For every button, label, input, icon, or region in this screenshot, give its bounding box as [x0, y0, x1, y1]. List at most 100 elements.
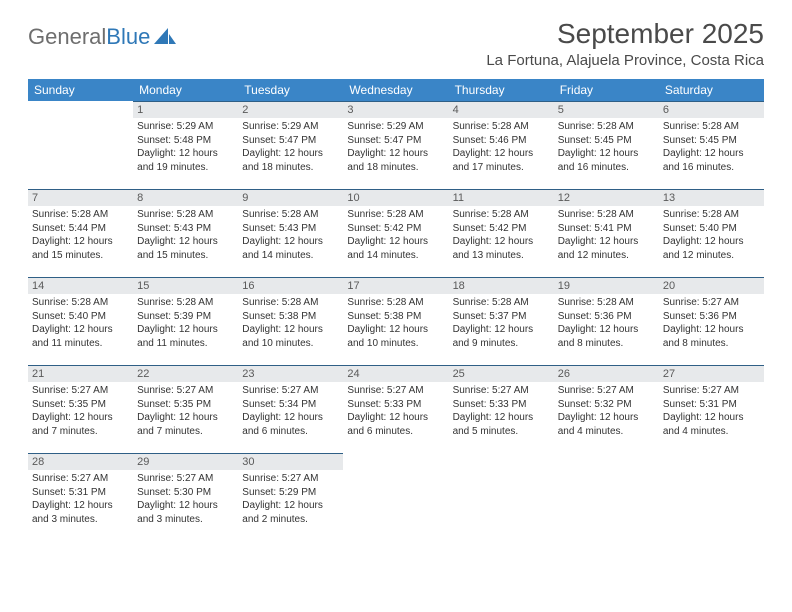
day-number-bar: 21	[28, 365, 133, 382]
weekday-header: Monday	[133, 79, 238, 101]
calendar-day-cell: 24Sunrise: 5:27 AMSunset: 5:33 PMDayligh…	[343, 365, 448, 453]
header-row: GeneralBlue September 2025 La Fortuna, A…	[28, 18, 764, 69]
calendar-day-cell: 27Sunrise: 5:27 AMSunset: 5:31 PMDayligh…	[659, 365, 764, 453]
day-info: Sunrise: 5:29 AMSunset: 5:47 PMDaylight:…	[238, 118, 343, 174]
day-number-bar: 17	[343, 277, 448, 294]
calendar-day-cell	[28, 101, 133, 189]
calendar-day-cell: 7Sunrise: 5:28 AMSunset: 5:44 PMDaylight…	[28, 189, 133, 277]
day-info: Sunrise: 5:28 AMSunset: 5:42 PMDaylight:…	[449, 206, 554, 262]
day-number-bar: 7	[28, 189, 133, 206]
day-number-bar: 25	[449, 365, 554, 382]
calendar-week-row: 7Sunrise: 5:28 AMSunset: 5:44 PMDaylight…	[28, 189, 764, 277]
calendar-day-cell: 20Sunrise: 5:27 AMSunset: 5:36 PMDayligh…	[659, 277, 764, 365]
day-number-bar: 4	[449, 101, 554, 118]
calendar-header-row: Sunday Monday Tuesday Wednesday Thursday…	[28, 79, 764, 101]
calendar-day-cell: 16Sunrise: 5:28 AMSunset: 5:38 PMDayligh…	[238, 277, 343, 365]
calendar-day-cell: 11Sunrise: 5:28 AMSunset: 5:42 PMDayligh…	[449, 189, 554, 277]
calendar-day-cell: 23Sunrise: 5:27 AMSunset: 5:34 PMDayligh…	[238, 365, 343, 453]
day-number-bar: 22	[133, 365, 238, 382]
day-number-bar: 27	[659, 365, 764, 382]
day-number-bar: 11	[449, 189, 554, 206]
logo-sail-icon	[154, 28, 176, 46]
logo-text-blue: Blue	[106, 24, 150, 50]
month-title: September 2025	[486, 18, 764, 50]
day-number-bar: 23	[238, 365, 343, 382]
day-number-bar: 30	[238, 453, 343, 470]
logo: GeneralBlue	[28, 18, 176, 50]
day-info: Sunrise: 5:27 AMSunset: 5:35 PMDaylight:…	[133, 382, 238, 438]
calendar-day-cell: 14Sunrise: 5:28 AMSunset: 5:40 PMDayligh…	[28, 277, 133, 365]
location-text: La Fortuna, Alajuela Province, Costa Ric…	[486, 52, 764, 69]
day-number-bar: 15	[133, 277, 238, 294]
day-info: Sunrise: 5:28 AMSunset: 5:44 PMDaylight:…	[28, 206, 133, 262]
title-block: September 2025 La Fortuna, Alajuela Prov…	[486, 18, 764, 69]
day-info: Sunrise: 5:27 AMSunset: 5:33 PMDaylight:…	[343, 382, 448, 438]
calendar-day-cell: 12Sunrise: 5:28 AMSunset: 5:41 PMDayligh…	[554, 189, 659, 277]
day-info: Sunrise: 5:28 AMSunset: 5:46 PMDaylight:…	[449, 118, 554, 174]
day-info: Sunrise: 5:28 AMSunset: 5:45 PMDaylight:…	[659, 118, 764, 174]
day-number-bar: 3	[343, 101, 448, 118]
day-info: Sunrise: 5:27 AMSunset: 5:33 PMDaylight:…	[449, 382, 554, 438]
day-info: Sunrise: 5:27 AMSunset: 5:31 PMDaylight:…	[659, 382, 764, 438]
calendar-body: 1Sunrise: 5:29 AMSunset: 5:48 PMDaylight…	[28, 101, 764, 541]
day-number-bar: 18	[449, 277, 554, 294]
day-info: Sunrise: 5:27 AMSunset: 5:36 PMDaylight:…	[659, 294, 764, 350]
calendar-day-cell	[449, 453, 554, 541]
day-number-bar: 13	[659, 189, 764, 206]
day-number-bar: 10	[343, 189, 448, 206]
day-info: Sunrise: 5:28 AMSunset: 5:37 PMDaylight:…	[449, 294, 554, 350]
day-number-bar: 14	[28, 277, 133, 294]
calendar-day-cell: 19Sunrise: 5:28 AMSunset: 5:36 PMDayligh…	[554, 277, 659, 365]
day-info: Sunrise: 5:28 AMSunset: 5:38 PMDaylight:…	[343, 294, 448, 350]
calendar-day-cell: 18Sunrise: 5:28 AMSunset: 5:37 PMDayligh…	[449, 277, 554, 365]
day-info: Sunrise: 5:28 AMSunset: 5:42 PMDaylight:…	[343, 206, 448, 262]
day-info: Sunrise: 5:27 AMSunset: 5:30 PMDaylight:…	[133, 470, 238, 526]
calendar-table: Sunday Monday Tuesday Wednesday Thursday…	[28, 79, 764, 541]
calendar-day-cell	[659, 453, 764, 541]
day-info: Sunrise: 5:27 AMSunset: 5:35 PMDaylight:…	[28, 382, 133, 438]
day-info: Sunrise: 5:28 AMSunset: 5:40 PMDaylight:…	[659, 206, 764, 262]
calendar-day-cell: 22Sunrise: 5:27 AMSunset: 5:35 PMDayligh…	[133, 365, 238, 453]
calendar-day-cell: 5Sunrise: 5:28 AMSunset: 5:45 PMDaylight…	[554, 101, 659, 189]
day-number-bar: 1	[133, 101, 238, 118]
weekday-header: Sunday	[28, 79, 133, 101]
calendar-day-cell: 28Sunrise: 5:27 AMSunset: 5:31 PMDayligh…	[28, 453, 133, 541]
calendar-day-cell: 10Sunrise: 5:28 AMSunset: 5:42 PMDayligh…	[343, 189, 448, 277]
day-number-bar: 9	[238, 189, 343, 206]
calendar-day-cell: 25Sunrise: 5:27 AMSunset: 5:33 PMDayligh…	[449, 365, 554, 453]
calendar-day-cell: 8Sunrise: 5:28 AMSunset: 5:43 PMDaylight…	[133, 189, 238, 277]
calendar-day-cell: 9Sunrise: 5:28 AMSunset: 5:43 PMDaylight…	[238, 189, 343, 277]
day-number-bar: 26	[554, 365, 659, 382]
calendar-day-cell: 17Sunrise: 5:28 AMSunset: 5:38 PMDayligh…	[343, 277, 448, 365]
day-info: Sunrise: 5:28 AMSunset: 5:43 PMDaylight:…	[238, 206, 343, 262]
calendar-week-row: 14Sunrise: 5:28 AMSunset: 5:40 PMDayligh…	[28, 277, 764, 365]
day-number-bar: 6	[659, 101, 764, 118]
day-number-bar: 28	[28, 453, 133, 470]
calendar-day-cell: 13Sunrise: 5:28 AMSunset: 5:40 PMDayligh…	[659, 189, 764, 277]
day-info: Sunrise: 5:28 AMSunset: 5:41 PMDaylight:…	[554, 206, 659, 262]
logo-text-general: General	[28, 24, 106, 50]
calendar-day-cell: 4Sunrise: 5:28 AMSunset: 5:46 PMDaylight…	[449, 101, 554, 189]
calendar-day-cell: 15Sunrise: 5:28 AMSunset: 5:39 PMDayligh…	[133, 277, 238, 365]
day-info: Sunrise: 5:29 AMSunset: 5:48 PMDaylight:…	[133, 118, 238, 174]
calendar-day-cell: 6Sunrise: 5:28 AMSunset: 5:45 PMDaylight…	[659, 101, 764, 189]
day-info: Sunrise: 5:27 AMSunset: 5:31 PMDaylight:…	[28, 470, 133, 526]
day-number-bar: 29	[133, 453, 238, 470]
weekday-header: Wednesday	[343, 79, 448, 101]
calendar-day-cell: 21Sunrise: 5:27 AMSunset: 5:35 PMDayligh…	[28, 365, 133, 453]
calendar-week-row: 21Sunrise: 5:27 AMSunset: 5:35 PMDayligh…	[28, 365, 764, 453]
calendar-day-cell: 3Sunrise: 5:29 AMSunset: 5:47 PMDaylight…	[343, 101, 448, 189]
day-number-bar: 12	[554, 189, 659, 206]
day-info: Sunrise: 5:28 AMSunset: 5:43 PMDaylight:…	[133, 206, 238, 262]
day-number-bar: 2	[238, 101, 343, 118]
day-info: Sunrise: 5:28 AMSunset: 5:38 PMDaylight:…	[238, 294, 343, 350]
day-number-bar: 19	[554, 277, 659, 294]
weekday-header: Tuesday	[238, 79, 343, 101]
weekday-header: Thursday	[449, 79, 554, 101]
day-info: Sunrise: 5:28 AMSunset: 5:36 PMDaylight:…	[554, 294, 659, 350]
calendar-day-cell: 30Sunrise: 5:27 AMSunset: 5:29 PMDayligh…	[238, 453, 343, 541]
day-info: Sunrise: 5:27 AMSunset: 5:29 PMDaylight:…	[238, 470, 343, 526]
calendar-day-cell	[554, 453, 659, 541]
weekday-header: Saturday	[659, 79, 764, 101]
day-info: Sunrise: 5:28 AMSunset: 5:39 PMDaylight:…	[133, 294, 238, 350]
